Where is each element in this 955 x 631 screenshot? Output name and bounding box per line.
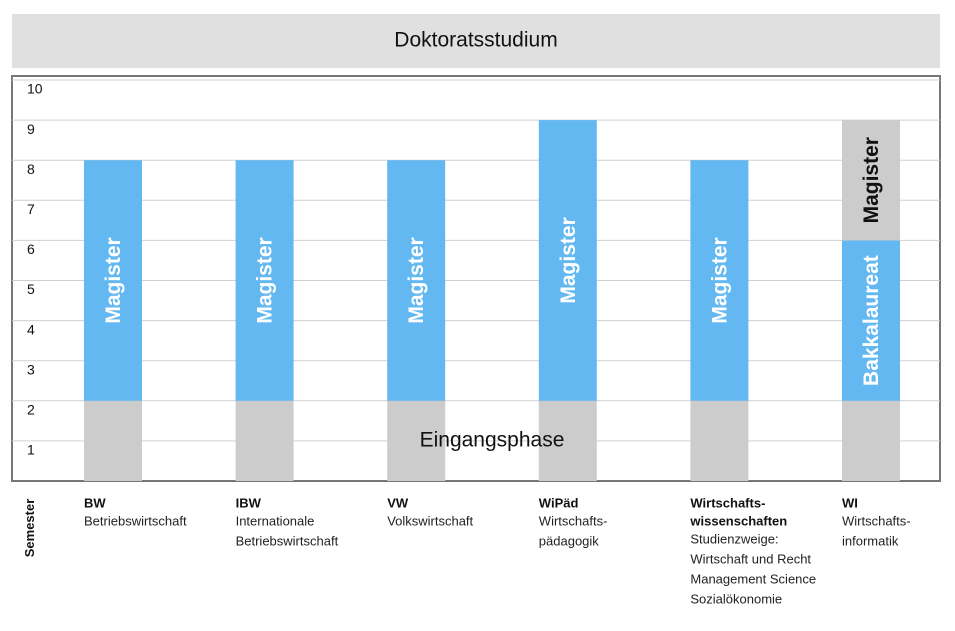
category-description: Volkswirtschaft (387, 513, 473, 528)
category-label: Wirtschafts- (690, 495, 765, 510)
segment-label: Magister (860, 137, 883, 223)
bar-segment (387, 160, 446, 401)
title-box (12, 14, 940, 68)
category-label: wissenschaften (689, 513, 787, 528)
y-tick-label: 4 (27, 321, 35, 337)
bar-segment (842, 240, 900, 401)
category-description: pädagogik (539, 533, 599, 548)
category-description: Betriebswirtschaft (236, 533, 339, 548)
y-tick-label: 7 (27, 201, 35, 217)
category-description: informatik (842, 533, 899, 548)
category-description: Wirtschaft und Recht (690, 551, 811, 566)
y-axis-label: Semester (22, 499, 37, 558)
bar-segment (84, 400, 142, 481)
bar-segment (538, 400, 597, 481)
plot-frame (11, 75, 941, 482)
bar-segment (84, 160, 142, 401)
category-label: BW (84, 495, 106, 510)
bar-segment (690, 400, 749, 481)
segment-label: Bakkalaureat (860, 255, 883, 386)
category-description: Betriebswirtschaft (84, 513, 187, 528)
bar-segment (235, 400, 294, 481)
phase-label: Eingangsphase (420, 428, 565, 451)
bar-segment (842, 120, 900, 241)
category-label: IBW (236, 495, 262, 510)
category-label: WI (842, 495, 858, 510)
bar-segment (842, 400, 900, 481)
y-tick-label: 1 (27, 442, 35, 458)
y-tick-label: 10 (27, 81, 43, 97)
y-tick-label: 9 (27, 121, 35, 137)
category-description: Wirtschafts- (539, 513, 608, 528)
chart-title: Doktoratsstudium (394, 29, 557, 52)
bar-segment (387, 400, 446, 481)
category-description: Studienzweige: (690, 531, 778, 546)
category-description: Sozialökonomie (690, 591, 782, 606)
y-tick-label: 6 (27, 241, 35, 257)
segment-label: Magister (557, 217, 580, 303)
bar-segment (538, 120, 597, 401)
segment-label: Magister (102, 237, 125, 323)
y-tick-label: 2 (27, 402, 35, 418)
category-label: VW (387, 495, 409, 510)
segment-label: Magister (254, 237, 277, 323)
bar-segment (235, 160, 294, 401)
y-tick-label: 8 (27, 161, 35, 177)
y-tick-label: 5 (27, 281, 35, 297)
y-tick-label: 3 (27, 361, 35, 377)
category-description: Management Science (690, 571, 816, 586)
segment-label: Magister (405, 237, 428, 323)
category-description: Internationale (236, 513, 315, 528)
plot: 1 2 3 4 5 6 7 8 9 10 Magister Magister Magister Magis… (12, 79, 940, 606)
bar-segment (690, 160, 749, 401)
segment-label: Magister (708, 237, 731, 323)
category-label: WiPäd (539, 495, 579, 510)
category-description: Wirtschafts- (842, 513, 911, 528)
